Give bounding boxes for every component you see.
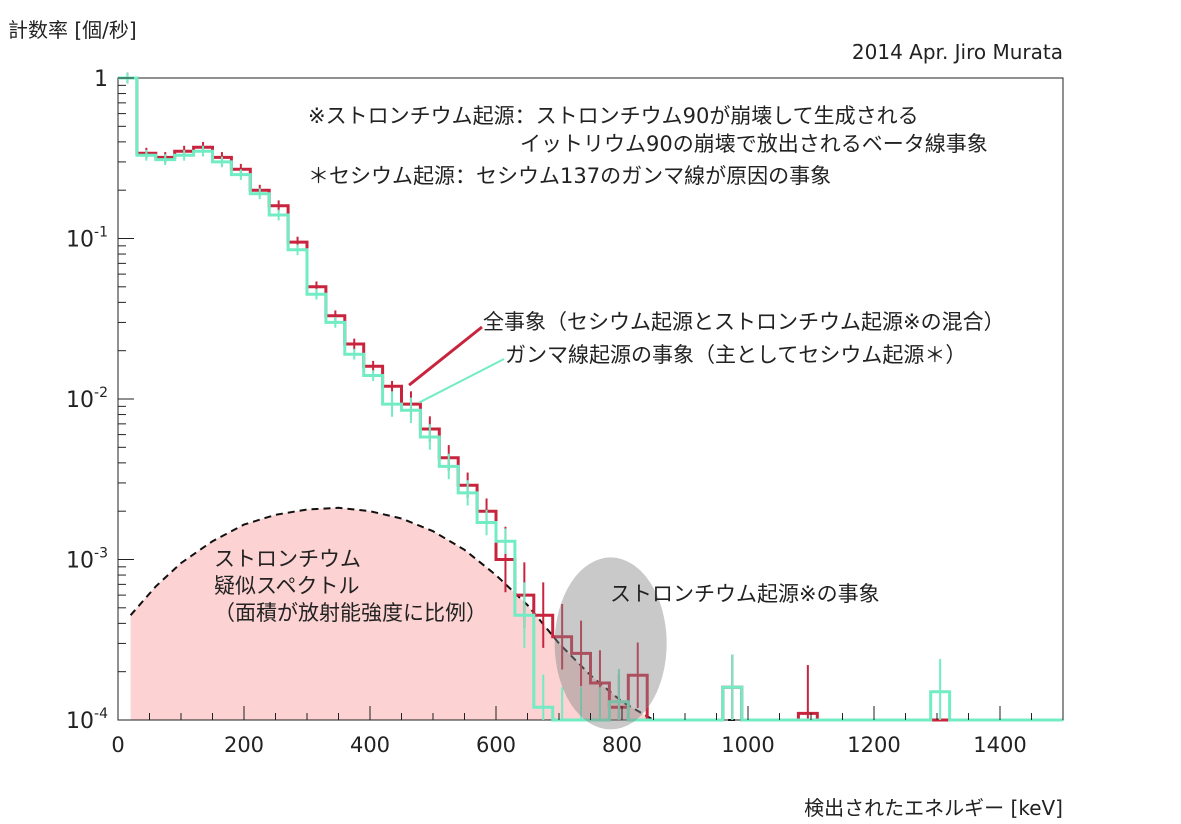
y-axis-label: 計数率 [個/秒] [8,18,137,42]
y-tick-label: 10-3 [66,546,108,574]
x-tick-label: 1000 [721,733,774,757]
x-tick-label: 1400 [973,733,1026,757]
x-tick-label: 0 [111,733,124,757]
x-tick-label: 400 [350,733,390,757]
x-tick-label: 800 [602,733,642,757]
y-tick-label: 10-2 [66,385,108,413]
credit-text: 2014 Apr. Jiro Murata [851,40,1063,64]
annotation-strontium-note-line1: ※ストロンチウム起源：ストロンチウム90が崩壊して生成される [308,104,919,128]
pseudo-label-line3: （面積が放射能強度に比例） [214,601,487,625]
annotation-strontium-note-line2: イットリウム90の崩壊で放出されるベータ線事象 [520,132,988,156]
x-tick-label: 1200 [847,733,900,757]
x-axis-label: 検出されたエネルギー [keV] [804,796,1063,820]
y-tick-label: 1 [94,67,108,92]
pseudo-label-line2: 疑似スペクトル [214,574,360,598]
strontium-pseudo-spectrum-label: ストロンチウム 疑似スペクトル （面積が放射能強度に比例） [214,546,487,627]
strontium-region-label: ストロンチウム起源※の事象 [610,582,880,606]
gamma-events-histogram [118,76,1063,722]
y-tick-label: 10-1 [66,225,108,253]
legend-all-events-pointer [408,325,483,387]
legend-all-events: 全事象（セシウム起源とストロンチウム起源※の混合） [483,310,1005,334]
y-tick-label: 10-4 [66,706,108,734]
annotation-cesium-note: ＊セシウム起源：セシウム137のガンマ線が原因の事象 [308,164,832,188]
strontium-region-highlight [554,557,667,730]
pseudo-label-line1: ストロンチウム [214,547,361,571]
legend-gamma-events: ガンマ線起源の事象（主としてセシウム起源＊） [505,343,967,367]
x-tick-label: 600 [476,733,516,757]
x-tick-label: 200 [224,733,264,757]
legend-gamma-events-pointer [418,358,505,404]
strontium-pseudo-spectrum-outline [129,506,1063,721]
strontium-pseudo-spectrum-fill [130,507,686,720]
